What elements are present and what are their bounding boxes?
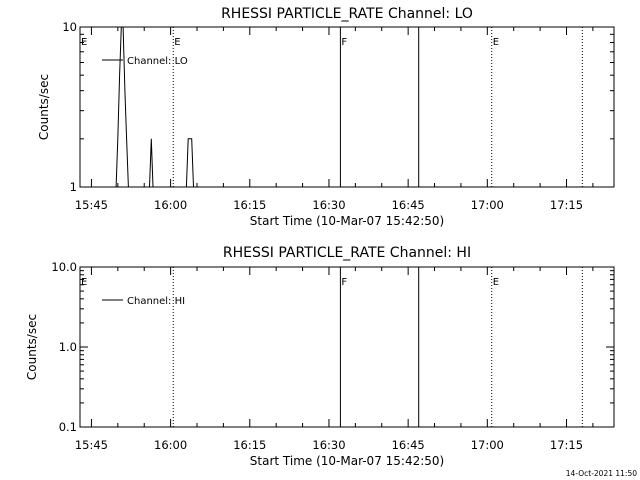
x-tick-label: 16:00 — [154, 438, 187, 452]
y-tick-label: 10 — [62, 20, 77, 34]
y-tick-label: 1.0 — [59, 340, 77, 354]
x-tick-label: 16:00 — [154, 198, 187, 212]
x-tick-label: 17:00 — [471, 438, 504, 452]
chart-title: RHESSI PARTICLE_RATE Channel: LO — [221, 6, 473, 22]
y-tick-label: 10.0 — [51, 260, 77, 274]
event-label: E — [493, 37, 499, 48]
plot-frame — [79, 266, 615, 428]
series-line — [115, 27, 194, 187]
x-tick-label: 17:15 — [550, 198, 583, 212]
event-label-left: E — [81, 277, 87, 288]
y-tick-label: 0.1 — [59, 420, 77, 434]
x-tick-label: 16:15 — [233, 198, 266, 212]
event-label: F — [341, 37, 347, 48]
x-tick-label: 16:45 — [392, 438, 425, 452]
y-tick-label: 1 — [70, 180, 77, 194]
event-label: E — [493, 277, 499, 288]
x-tick-label: 17:00 — [471, 198, 504, 212]
y-axis-label: Counts/sec — [37, 74, 51, 140]
legend-label: Channel: HI — [127, 296, 185, 307]
plot-frame — [79, 26, 615, 188]
event-label: E — [174, 37, 180, 48]
x-tick-label: 17:15 — [550, 438, 583, 452]
x-tick-label: 16:45 — [392, 198, 425, 212]
x-axis-label: Start Time (10-Mar-07 15:42:50) — [250, 454, 444, 468]
plot-timestamp: 14-Oct-2021 11:50 — [566, 469, 637, 478]
chart-title: RHESSI PARTICLE_RATE Channel: HI — [223, 245, 471, 261]
x-tick-label: 16:30 — [312, 198, 345, 212]
hi-channel-panel: RHESSI PARTICLE_RATE Channel: HI 15:45 16:… — [25, 245, 615, 468]
event-label-left: E — [81, 37, 87, 48]
x-tick-label: 15:45 — [75, 438, 108, 452]
y-axis-label: Counts/sec — [25, 314, 39, 380]
event-label: F — [341, 277, 347, 288]
x-axis-label: Start Time (10-Mar-07 15:42:50) — [250, 214, 444, 228]
x-tick-label: 15:45 — [75, 198, 108, 212]
lo-channel-panel: RHESSI PARTICLE_RATE Channel: LO 15:45 16:… — [37, 6, 615, 228]
legend-label: Channel: LO — [127, 56, 188, 67]
x-tick-label: 16:15 — [233, 438, 266, 452]
x-tick-label: 16:30 — [312, 438, 345, 452]
